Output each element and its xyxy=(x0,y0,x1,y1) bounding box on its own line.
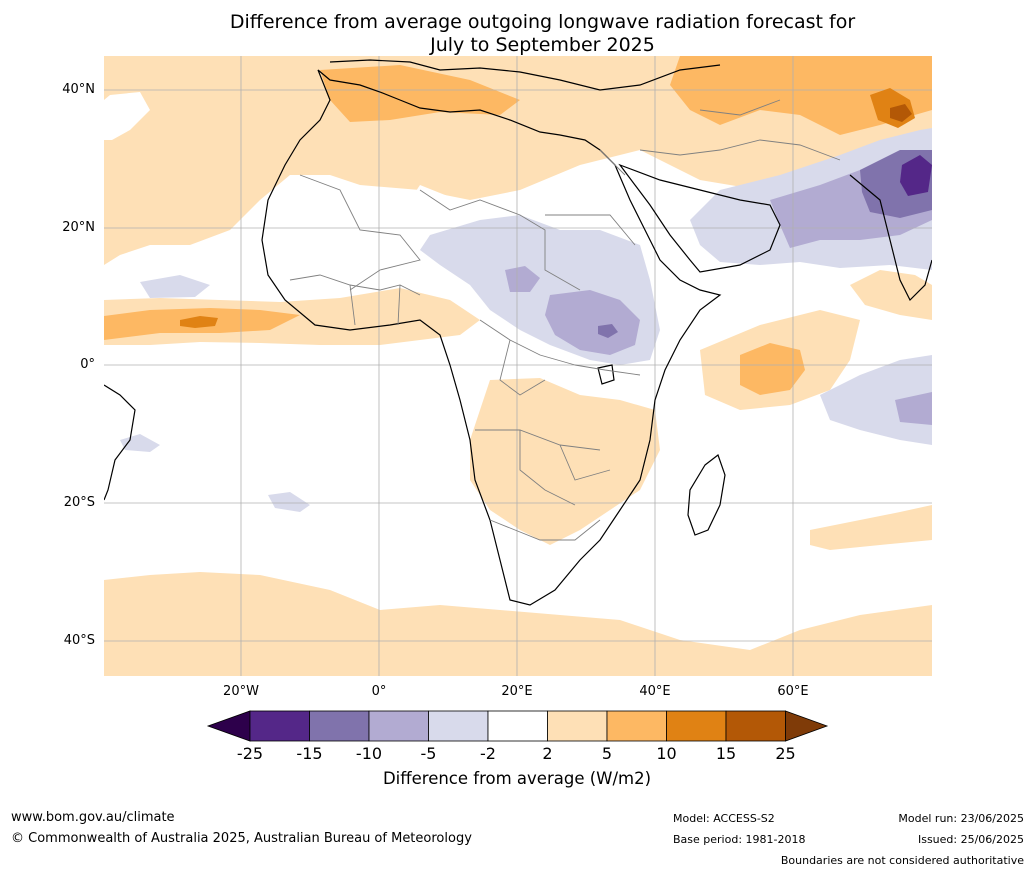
colorbar-tick-label: 10 xyxy=(656,744,677,763)
gridlines xyxy=(104,56,932,676)
colorbar-tick-label: -10 xyxy=(355,744,383,763)
anomaly-zone-atlantic-equatorial xyxy=(140,275,210,298)
coastline-madagascar xyxy=(687,454,726,536)
colorbar-extend-high xyxy=(785,710,829,742)
colorbar-label: Difference from average (W/m2) xyxy=(382,769,652,788)
coastline-africa xyxy=(261,69,722,606)
border-lines-west-africa xyxy=(289,274,421,326)
map-title-line2: July to September 2025 xyxy=(430,34,655,56)
colorbar xyxy=(206,710,829,742)
anomaly-zone-indian-ocean-south xyxy=(820,355,932,445)
footer-website: www.bom.gov.au/climate xyxy=(11,810,175,825)
colorbar-segment xyxy=(428,710,489,742)
anomaly-zone-central-africa-sahel-pocket xyxy=(505,266,540,292)
lat-label: 20°S xyxy=(63,495,95,510)
footer-copyright: © Commonwealth of Australia 2025, Austra… xyxy=(11,831,472,846)
colorbar-tick-label: -15 xyxy=(296,744,323,763)
border-lines-central-africa xyxy=(479,319,641,396)
country-borders xyxy=(289,99,841,541)
colorbar-segment xyxy=(368,710,429,742)
footer-model-run: Model run: 23/06/2025 xyxy=(898,812,1024,825)
lon-label: 20°E xyxy=(501,684,533,699)
lat-label: 0° xyxy=(80,357,95,372)
coastline-europe xyxy=(329,59,721,91)
anomaly-zone-atlantic-south-patch xyxy=(268,492,310,512)
colorbar-segment xyxy=(309,710,370,742)
anomaly-zone-middle-east xyxy=(670,56,932,135)
colorbar-segment xyxy=(725,710,786,742)
lat-label: 20°N xyxy=(62,220,95,235)
coastline-south-america xyxy=(104,384,136,501)
anomaly-zone-southern-ocean xyxy=(104,572,932,676)
anomaly-zone-central-africa-stronger xyxy=(545,290,640,355)
coastline-india xyxy=(849,174,932,302)
colorbar-segment xyxy=(606,710,667,742)
map-panel xyxy=(104,56,932,676)
footer-base-period: Base period: 1981-2018 xyxy=(673,833,806,846)
colorbar-tick-label: 2 xyxy=(542,744,553,763)
colorbar-extend-low xyxy=(206,710,251,742)
lat-label: 40°S xyxy=(63,633,95,648)
lon-label: 0° xyxy=(371,684,387,699)
colorbar-tick-label: -5 xyxy=(420,744,437,763)
anomaly-zone-mediterranean xyxy=(320,65,520,122)
lon-label: 20°W xyxy=(223,684,259,699)
coastline-lake-victoria xyxy=(597,364,615,385)
colorbar-segment xyxy=(547,710,608,742)
anomaly-zone-indian-ocean-south-stronger xyxy=(895,392,932,425)
anomaly-zone-arabian-sea-east xyxy=(850,270,932,320)
colorbar-tick-label: 5 xyxy=(601,744,613,763)
colorbar-tick-label: -25 xyxy=(236,744,264,763)
footer-issued: Issued: 25/06/2025 xyxy=(917,833,1024,846)
colorbar-segment xyxy=(249,710,310,742)
coastlines xyxy=(104,59,932,606)
anomaly-zone-north-atlantic-gap xyxy=(104,92,150,140)
map-title-line1: Difference from average outgoing longwav… xyxy=(229,11,856,33)
anomaly-zone-iran-extreme xyxy=(890,104,912,122)
colorbar-tick-label: 15 xyxy=(715,744,737,763)
colorbar-tick-label: -2 xyxy=(480,744,496,763)
colorbar-segment xyxy=(666,710,727,742)
anomaly-zone-india-strongest xyxy=(900,155,932,196)
border-lines-north-africa xyxy=(299,174,636,291)
footer-model: Model: ACCESS-S2 xyxy=(673,812,775,825)
lon-label: 60°E xyxy=(777,684,809,699)
lon-label: 40°E xyxy=(639,684,671,699)
border-lines-middle-east xyxy=(599,99,841,176)
footer-disclaimer: Boundaries are not considered authoritat… xyxy=(780,854,1024,867)
lat-label: 40°N xyxy=(62,82,95,97)
coastline-arabia xyxy=(618,163,781,273)
colorbar-tick-label: 25 xyxy=(775,744,796,763)
anomaly-zone-guinea-strongest xyxy=(180,316,218,328)
anomaly-zone-central-africa-core xyxy=(598,324,618,338)
anomaly-zone-indian-ocean-stronger xyxy=(740,343,805,395)
anomaly-zone-south-indian-ocean xyxy=(810,505,932,550)
colorbar-segment xyxy=(487,710,548,742)
border-lines-southern-africa xyxy=(475,429,611,541)
